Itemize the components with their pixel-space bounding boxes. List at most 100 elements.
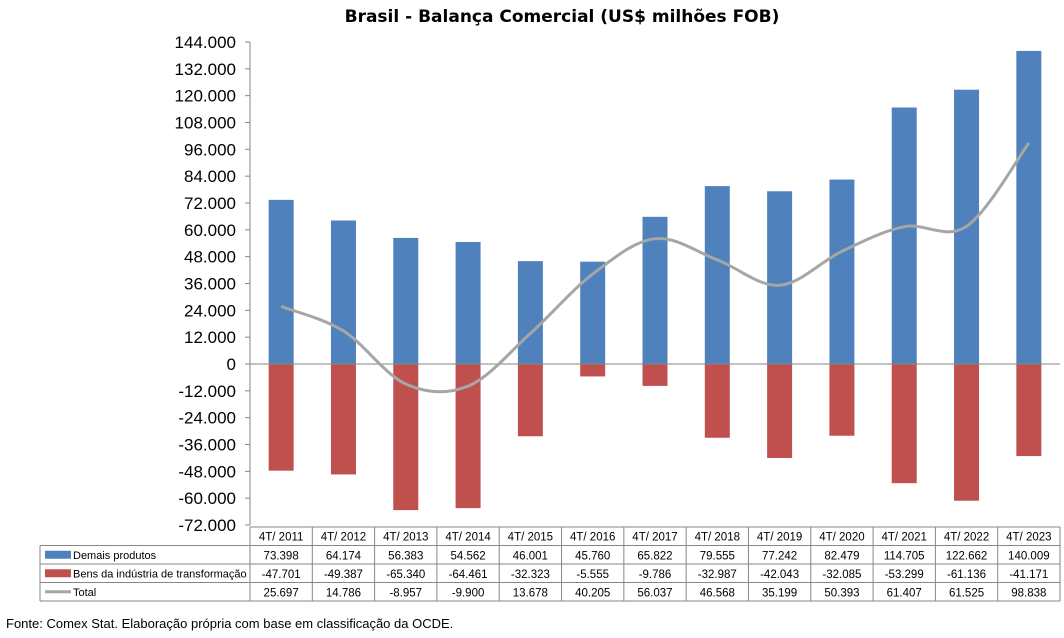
data-label: -65.340 [386, 569, 425, 581]
y-tick-label: 96.000 [184, 140, 236, 159]
bar-bens-industria [330, 364, 356, 475]
data-label: -64.461 [449, 569, 488, 581]
bar-bens-industria [268, 364, 294, 471]
data-label: 98.838 [1011, 587, 1046, 599]
x-tick-label: 4T/ 2013 [383, 532, 428, 544]
x-tick-label: 4T/ 2017 [632, 532, 677, 544]
data-label: 77.242 [762, 550, 797, 562]
data-label: -9.900 [452, 587, 485, 599]
data-label: 61.525 [949, 587, 984, 599]
bar-demais-produtos [704, 186, 730, 364]
data-label: 140.009 [1008, 550, 1050, 562]
bar-bens-industria [954, 364, 980, 501]
bar-demais-produtos [891, 107, 917, 365]
y-tick-label: -48.000 [178, 462, 236, 481]
data-label: -61.136 [947, 569, 986, 581]
bar-demais-produtos [767, 191, 793, 364]
data-label: 61.407 [887, 587, 922, 599]
y-tick-label: -60.000 [178, 489, 236, 508]
y-tick-label: 72.000 [184, 194, 236, 213]
data-label: 54.562 [450, 550, 485, 562]
data-label: -32.085 [822, 569, 861, 581]
legend-label: Demais produtos [73, 550, 157, 562]
bar-demais-produtos [393, 237, 419, 364]
x-tick-label: 4T/ 2012 [321, 532, 366, 544]
legend-key [45, 569, 71, 578]
data-label: -32.323 [511, 569, 550, 581]
bars [250, 50, 1060, 511]
data-label: 40.205 [575, 587, 610, 599]
y-tick-label: 24.000 [184, 301, 236, 320]
y-tick-label: 84.000 [184, 167, 236, 186]
bar-demais-produtos [455, 241, 481, 364]
data-label: 56.037 [637, 587, 672, 599]
y-tick-label: 132.000 [175, 60, 236, 79]
data-label: -49.387 [324, 569, 363, 581]
bar-bens-industria [767, 364, 793, 459]
bar-demais-produtos [517, 261, 543, 364]
data-label: -42.043 [760, 569, 799, 581]
y-tick-label: 120.000 [175, 87, 236, 106]
data-label: 46.568 [700, 587, 735, 599]
data-label: -5.555 [576, 569, 609, 581]
bar-demais-produtos [829, 179, 855, 364]
chart-title: Brasil - Balança Comercial (US$ milhões … [345, 7, 780, 27]
data-label: 46.001 [513, 550, 548, 562]
legend-label: Total [73, 587, 96, 599]
x-tick-label: 4T/ 2014 [445, 532, 491, 544]
data-label: 114.705 [884, 550, 925, 562]
data-label: 73.398 [264, 550, 299, 562]
x-tick-label: 4T/ 2020 [819, 532, 864, 544]
data-label: -53.299 [885, 569, 924, 581]
data-label: 56.383 [388, 550, 423, 562]
source-note: Fonte: Comex Stat. Elaboração própria co… [6, 616, 453, 631]
data-label: -47.701 [262, 569, 301, 581]
bar-demais-produtos [330, 220, 356, 364]
bar-bens-industria [1016, 364, 1042, 457]
x-tick-label: 4T/ 2019 [757, 532, 802, 544]
y-tick-label: 12.000 [184, 328, 236, 347]
data-label: 13.678 [513, 587, 548, 599]
y-tick-label: -72.000 [178, 516, 236, 535]
data-label: 65.822 [637, 550, 672, 562]
data-label: 50.393 [824, 587, 859, 599]
bar-demais-produtos [1016, 50, 1042, 365]
y-tick-label: -36.000 [178, 436, 236, 455]
y-tick-label: 36.000 [184, 275, 236, 294]
data-label: 14.786 [326, 587, 361, 599]
legend-label: Bens da indústria de transformação [73, 568, 247, 580]
data-label: -9.786 [639, 569, 672, 581]
x-tick-label: 4T/ 2023 [1006, 532, 1051, 544]
bar-bens-industria [829, 364, 855, 436]
x-tick-label: 4T/ 2022 [944, 532, 989, 544]
x-tick-label: 4T/ 2011 [259, 532, 304, 544]
data-label: 35.199 [762, 587, 797, 599]
bar-bens-industria [642, 364, 668, 386]
bar-bens-industria [517, 364, 543, 437]
bar-bens-industria [704, 364, 730, 438]
x-tick-label: 4T/ 2018 [695, 532, 740, 544]
bar-bens-industria [580, 364, 606, 377]
data-label: -41.171 [1009, 569, 1048, 581]
y-tick-label: 0 [227, 355, 236, 374]
x-tick-label: 4T/ 2015 [508, 532, 553, 544]
data-label: 122.662 [946, 550, 988, 562]
y-tick-label: -24.000 [178, 409, 236, 428]
data-label: -32.987 [698, 569, 737, 581]
bar-bens-industria [891, 364, 917, 484]
data-label: 25.697 [264, 587, 299, 599]
y-tick-label: 48.000 [184, 248, 236, 267]
x-tick-label: 4T/ 2016 [570, 532, 615, 544]
bar-demais-produtos [268, 199, 294, 364]
legend-key [45, 550, 71, 559]
bar-demais-produtos [580, 261, 606, 364]
y-tick-label: 144.000 [175, 33, 236, 52]
data-label: 64.174 [326, 550, 362, 562]
total-line [280, 142, 1031, 394]
total-line-path [280, 142, 1031, 394]
data-label: 79.555 [700, 550, 735, 562]
y-tick-label: -12.000 [178, 382, 236, 401]
data-label: 45.760 [575, 550, 610, 562]
data-table: 4T/ 2011 4T/ 2012 4T/ 2013 4T/ 2014 4T/ 2015… [39, 526, 1061, 602]
